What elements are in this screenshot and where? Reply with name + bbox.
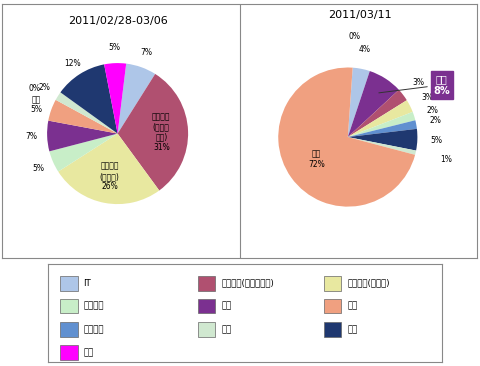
Text: エンタメ
(アニメ)
26%: エンタメ (アニメ) 26% [100, 162, 120, 191]
Text: 5%: 5% [108, 43, 120, 52]
Bar [324, 322, 341, 337]
Bar [324, 276, 341, 291]
Wedge shape [49, 134, 118, 172]
Wedge shape [278, 67, 415, 207]
Wedge shape [348, 137, 416, 155]
Wedge shape [348, 129, 418, 150]
Title: 2011/02/28-03/06: 2011/02/28-03/06 [68, 16, 168, 26]
Wedge shape [348, 71, 399, 137]
Wedge shape [56, 100, 118, 134]
Text: 3%: 3% [421, 93, 433, 102]
Wedge shape [348, 68, 353, 137]
Text: IT: IT [84, 279, 91, 288]
Text: 製品: 製品 [84, 348, 94, 357]
Text: 4%: 4% [359, 45, 371, 54]
Text: 地震ポジ: 地震ポジ [84, 325, 104, 334]
Text: エンタメ
(アニメ
以外)
31%: エンタメ (アニメ 以外) 31% [152, 112, 170, 152]
Bar [60, 276, 77, 291]
Text: 交通
8%: 交通 8% [379, 74, 450, 96]
Bar [324, 299, 341, 313]
Wedge shape [56, 92, 118, 134]
Text: 生活: 生活 [347, 325, 358, 334]
Text: 地震
5%: 地震 5% [31, 95, 43, 115]
Bar [198, 299, 215, 313]
Text: 2%: 2% [39, 83, 51, 92]
Bar [198, 322, 215, 337]
Text: 2%: 2% [427, 106, 439, 115]
Bar [198, 276, 215, 291]
Bar [60, 299, 77, 313]
Bar [60, 322, 77, 337]
Wedge shape [48, 100, 118, 134]
Text: 地震: 地震 [347, 302, 358, 310]
Wedge shape [348, 68, 370, 137]
Text: メディア: メディア [84, 302, 104, 310]
Text: 0%: 0% [28, 83, 40, 93]
Text: 7%: 7% [141, 48, 153, 57]
Wedge shape [104, 63, 126, 134]
Text: 5%: 5% [431, 136, 443, 145]
Wedge shape [60, 64, 118, 134]
Text: 地震
72%: 地震 72% [308, 150, 325, 169]
Text: エンタメ(アニメ): エンタメ(アニメ) [347, 279, 390, 288]
Text: 3%: 3% [413, 78, 425, 87]
Text: エンタメ(アニメ以外): エンタメ(アニメ以外) [221, 279, 274, 288]
Text: 0%: 0% [349, 32, 361, 41]
Text: 交通: 交通 [221, 302, 231, 310]
Title: 2011/03/11: 2011/03/11 [328, 10, 392, 20]
Text: 1%: 1% [440, 155, 452, 164]
Wedge shape [118, 64, 155, 134]
Wedge shape [58, 134, 159, 204]
Wedge shape [118, 74, 188, 190]
Bar [60, 345, 77, 360]
Text: 政治: 政治 [221, 325, 231, 334]
Wedge shape [348, 112, 415, 137]
Wedge shape [348, 90, 407, 137]
Wedge shape [348, 100, 413, 137]
Text: 7%: 7% [25, 132, 37, 141]
Text: 2%: 2% [430, 116, 441, 126]
Wedge shape [47, 121, 118, 152]
Wedge shape [348, 120, 417, 137]
Text: 12%: 12% [64, 59, 81, 68]
Text: 5%: 5% [33, 164, 45, 172]
